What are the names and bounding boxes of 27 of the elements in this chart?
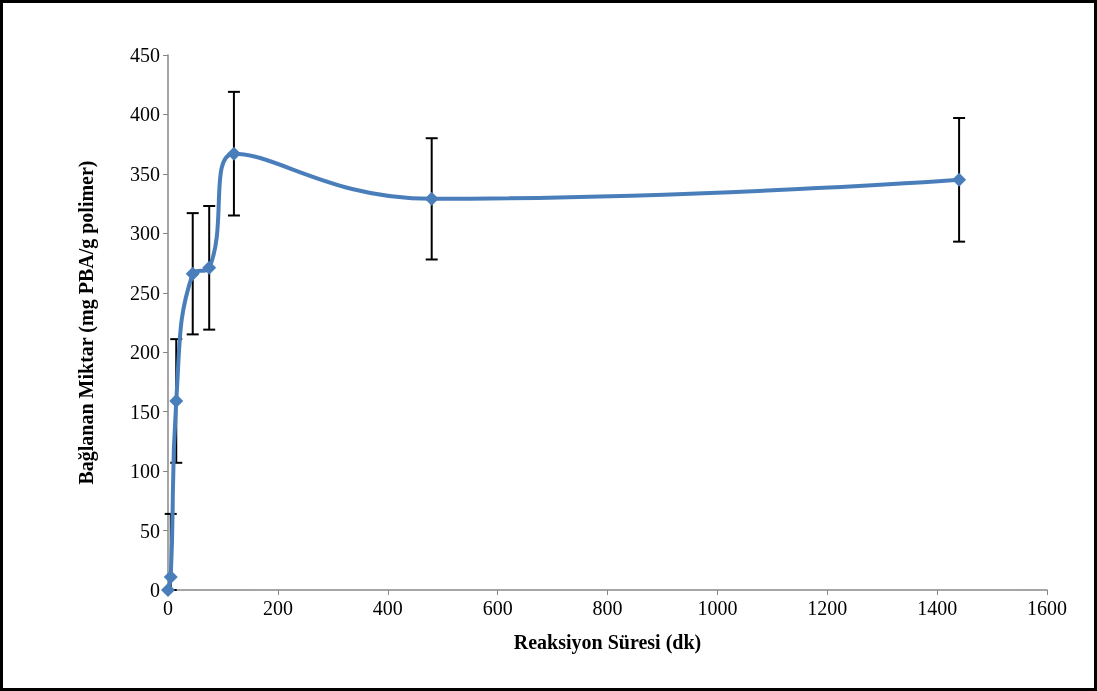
point (226, 146, 241, 161)
x-tick-label: 400 (372, 597, 403, 619)
x-tick-label: 200 (262, 597, 293, 619)
y-tick-label: 50 (140, 519, 160, 542)
y-tick-label: 400 (130, 103, 160, 126)
y-tick-label: 350 (130, 162, 160, 185)
y-tick-label: 450 (130, 44, 160, 66)
y-tick-label: 150 (130, 400, 160, 423)
point (161, 583, 175, 597)
y-tick-label: 300 (130, 222, 160, 245)
point (169, 393, 184, 408)
point (185, 266, 200, 281)
y-tick-label: 100 (130, 460, 160, 483)
y-axis-title: Bağlanan Miktar (mg PBA/g polimer) (75, 160, 98, 485)
x-tick-label: 800 (592, 597, 623, 619)
y-tick-label: 200 (130, 341, 160, 364)
x-tick-label: 1000 (697, 597, 738, 619)
point (424, 191, 439, 206)
point (202, 260, 217, 275)
y-tick-label: 0 (150, 579, 160, 601)
x-tick-label: 600 (482, 597, 513, 619)
x-tick-label: 1600 (1027, 597, 1067, 619)
x-tick-label: 1200 (807, 597, 848, 619)
y-tick-label: 250 (130, 281, 160, 304)
x-tick-label: 1400 (917, 597, 958, 619)
x-axis-title: Reaksiyon Süresi (dk) (513, 631, 702, 654)
point (952, 172, 967, 187)
